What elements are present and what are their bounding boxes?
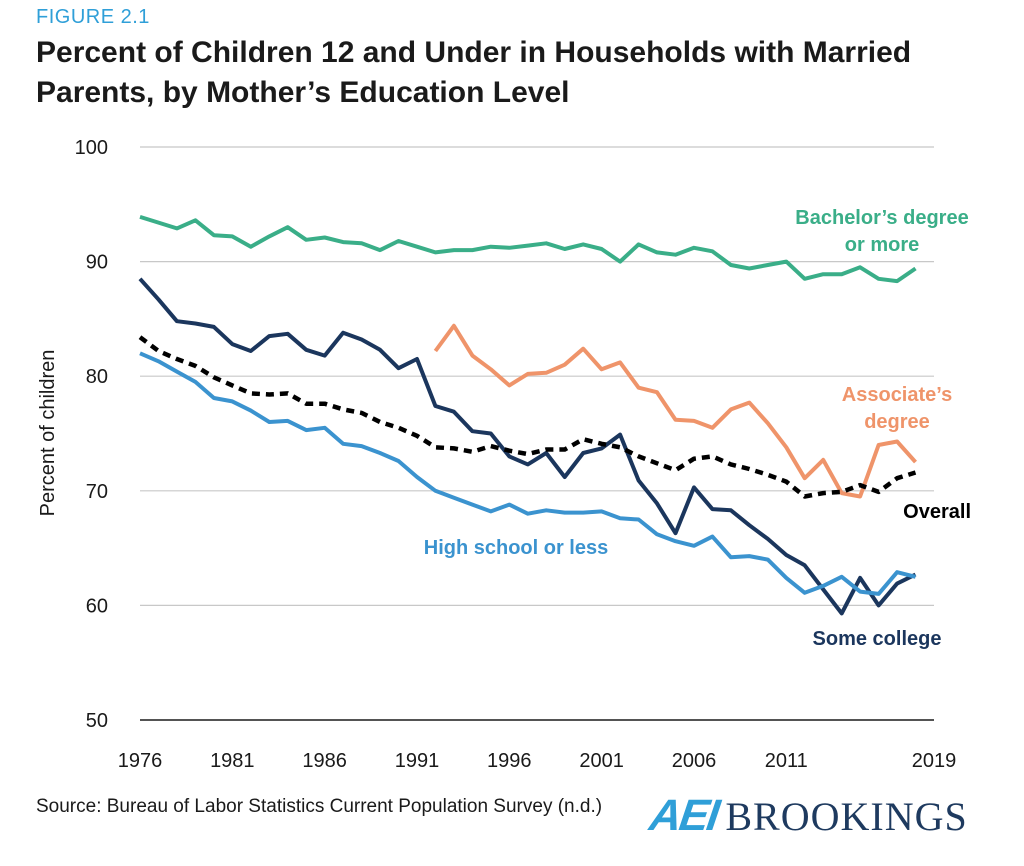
series-label-line: Bachelor’s degree	[795, 207, 968, 229]
y-tick-label: 100	[75, 137, 108, 159]
x-tick-label: 1976	[118, 750, 163, 772]
series-label-line: degree	[864, 411, 930, 433]
series-label-line: High school or less	[424, 537, 608, 559]
x-tick-label: 1991	[395, 750, 440, 772]
gridlines	[140, 146, 934, 721]
series-line-high-school	[139, 351, 916, 596]
series-label-bachelors: Bachelor’s degree or more	[795, 207, 968, 256]
y-tick-label: 80	[86, 366, 108, 388]
x-tick-label: 2006	[672, 750, 717, 772]
chart-title: Percent of Children 12 and Under in Hous…	[36, 36, 912, 109]
aei-brookings-logo: AEI BROOKINGS	[647, 786, 968, 846]
figure-label: FIGURE 2.1	[36, 6, 150, 28]
y-tick-label: 50	[86, 710, 108, 732]
y-tick-label: 70	[86, 481, 108, 503]
y-tick-label: 60	[86, 595, 108, 617]
series-line-overall	[138, 335, 917, 499]
y-axis-ticks: 50 60 70 80 90 100	[75, 137, 108, 732]
x-tick-label: 1981	[210, 750, 255, 772]
series-line-associates	[433, 323, 917, 499]
series-line-bachelors	[139, 214, 917, 284]
x-tick-label: 2011	[765, 750, 808, 772]
series-label-high-school: High school or less	[424, 537, 608, 559]
series-label-line: Some college	[813, 628, 942, 650]
series-line-some-college	[138, 277, 917, 616]
source-note: Source: Bureau of Labor Statistics Curre…	[36, 796, 603, 817]
x-tick-label: 1986	[302, 750, 347, 772]
series-lines	[138, 214, 917, 616]
y-axis-label: Percent of children	[37, 350, 59, 517]
series-label-some-college: Some college	[813, 628, 942, 650]
aei-logo-mark: AEI	[646, 791, 721, 840]
series-label-line: or more	[845, 234, 919, 256]
series-label-line: Associate’s	[842, 384, 952, 406]
x-tick-label: 2001	[579, 750, 624, 772]
series-label-associates: Associate’s degree	[842, 384, 952, 433]
series-label-line: Overall	[903, 501, 971, 523]
brookings-logo-text: BROOKINGS	[725, 793, 968, 839]
x-tick-label: 1996	[487, 750, 532, 772]
y-tick-label: 90	[86, 252, 108, 274]
series-label-overall: Overall	[903, 501, 971, 523]
x-axis-ticks: 1976 1981 1986 1991 1996 2001 2006 2011 2019	[118, 750, 957, 772]
x-tick-label: 2019	[912, 750, 957, 772]
series-labels: Bachelor’s degree or more Associate’s degre…	[424, 207, 971, 650]
